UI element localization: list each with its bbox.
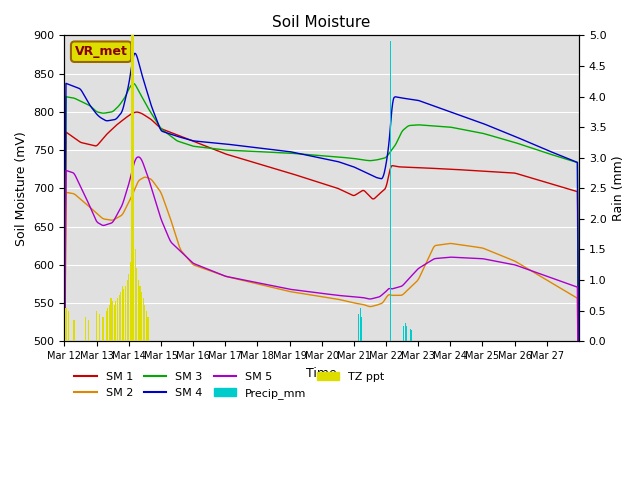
Bar [411,330,412,341]
Bar [88,320,89,341]
Bar [144,304,145,341]
Bar [147,317,148,341]
Bar [143,299,144,341]
Bar [404,323,406,341]
Bar [406,326,408,341]
Y-axis label: Soil Moisture (mV): Soil Moisture (mV) [15,131,28,246]
Bar [125,286,126,341]
Bar [146,311,147,341]
Bar [109,304,110,341]
Bar [138,280,139,341]
Bar [120,292,121,341]
Bar [134,250,136,341]
Bar [84,317,86,341]
Bar [410,329,411,341]
Bar [106,311,107,341]
Bar [96,311,97,341]
Bar [112,301,113,341]
Bar [115,301,116,341]
Bar [133,36,134,341]
X-axis label: Time: Time [307,367,337,380]
Bar [102,317,104,341]
Title: Soil Moisture: Soil Moisture [273,15,371,30]
Y-axis label: Rain (mm): Rain (mm) [612,156,625,221]
Bar [74,320,75,341]
Bar [68,311,69,341]
Bar [122,286,123,341]
Bar [130,262,131,341]
Bar [390,41,392,341]
Bar [117,299,118,341]
Bar [140,286,141,341]
Bar [141,292,142,341]
Bar [99,314,100,341]
Bar [65,308,67,341]
Legend: SM 1, SM 2, SM 3, SM 4, SM 5, Precip_mm, TZ ppt: SM 1, SM 2, SM 3, SM 4, SM 5, Precip_mm,… [70,368,389,403]
Text: VR_met: VR_met [75,45,127,58]
Bar [114,304,115,341]
Bar [360,308,361,341]
Bar [136,268,138,341]
Bar [358,314,359,341]
Bar [128,274,129,341]
Bar [118,295,120,341]
Bar [131,36,132,341]
Bar [403,326,404,341]
